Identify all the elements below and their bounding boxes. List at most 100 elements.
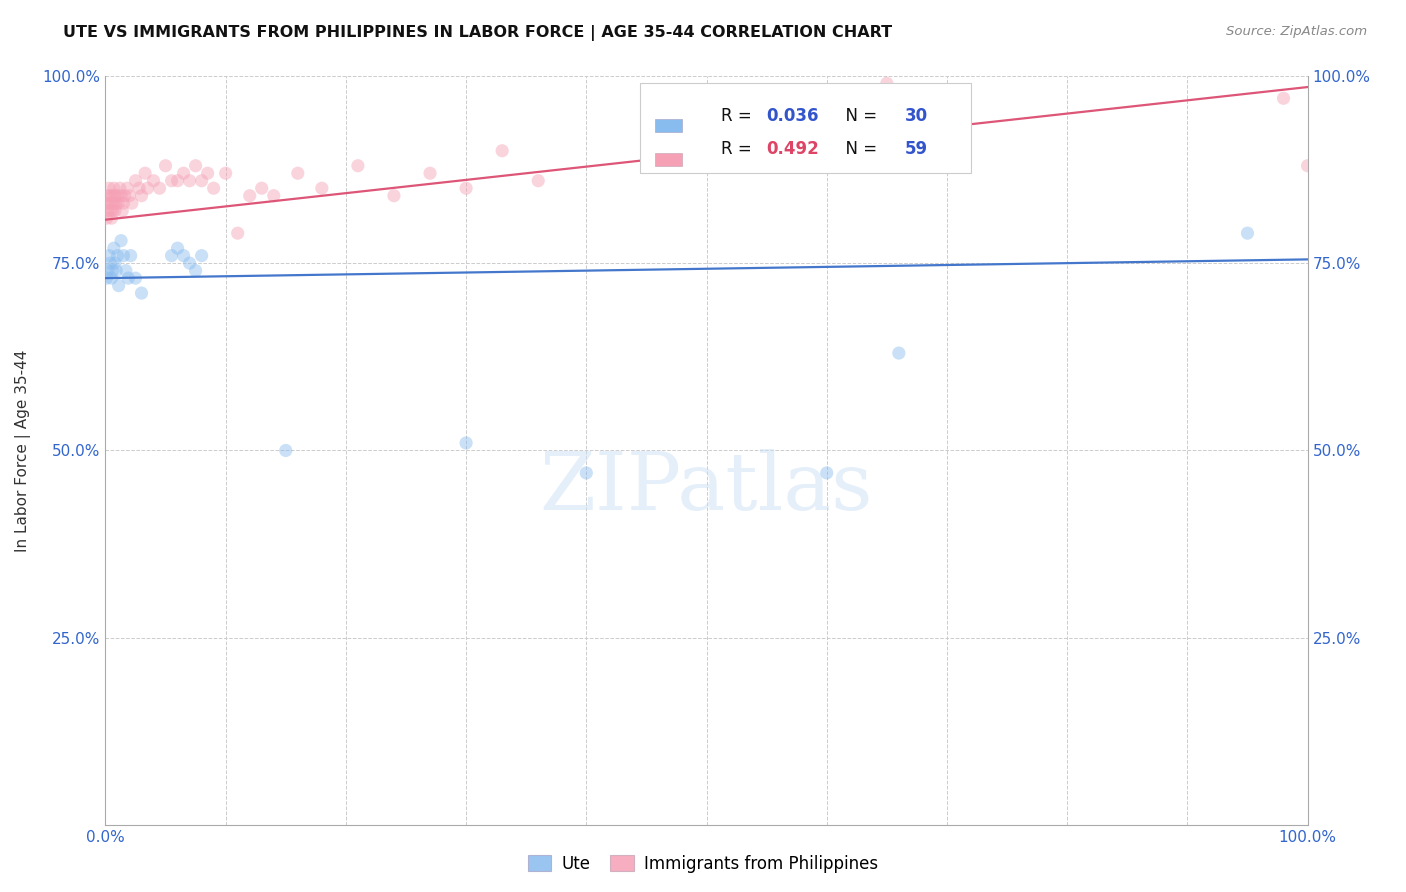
Point bbox=[876, 76, 898, 90]
Text: Source: ZipAtlas.com: Source: ZipAtlas.com bbox=[1226, 25, 1367, 38]
Point bbox=[128, 181, 150, 195]
Text: N =: N = bbox=[835, 140, 883, 158]
Point bbox=[1296, 159, 1319, 173]
Y-axis label: In Labor Force | Age 35-44: In Labor Force | Age 35-44 bbox=[15, 350, 31, 551]
Point bbox=[100, 196, 122, 211]
Point bbox=[419, 166, 441, 180]
Point bbox=[103, 196, 125, 211]
FancyBboxPatch shape bbox=[655, 153, 682, 166]
Text: ZIPatlas: ZIPatlas bbox=[540, 449, 873, 527]
Point bbox=[97, 203, 120, 218]
Point bbox=[1272, 91, 1295, 105]
Point bbox=[108, 181, 131, 195]
Point bbox=[103, 181, 125, 195]
Point bbox=[179, 174, 201, 188]
Point bbox=[98, 203, 121, 218]
Point bbox=[96, 271, 118, 285]
Point bbox=[100, 271, 122, 285]
Point bbox=[148, 181, 170, 195]
Point bbox=[226, 226, 249, 240]
Point bbox=[311, 181, 333, 195]
Point bbox=[112, 196, 135, 211]
Point bbox=[104, 188, 127, 202]
Point bbox=[202, 181, 225, 195]
Point bbox=[118, 188, 141, 202]
Point bbox=[110, 188, 132, 202]
Text: 0.492: 0.492 bbox=[766, 140, 820, 158]
Point bbox=[97, 188, 120, 202]
Legend: Ute, Immigrants from Philippines: Ute, Immigrants from Philippines bbox=[522, 848, 884, 880]
Point bbox=[114, 188, 136, 202]
Text: 0.036: 0.036 bbox=[766, 106, 820, 125]
Point bbox=[97, 263, 120, 277]
Point bbox=[121, 196, 143, 211]
Point bbox=[575, 466, 598, 480]
Point bbox=[456, 436, 478, 450]
Point bbox=[131, 286, 153, 301]
Point bbox=[160, 249, 183, 263]
Point bbox=[142, 174, 165, 188]
Point bbox=[184, 159, 207, 173]
Text: 59: 59 bbox=[905, 140, 928, 158]
Point bbox=[527, 174, 550, 188]
Point bbox=[184, 263, 207, 277]
Point bbox=[96, 196, 118, 211]
Point bbox=[107, 249, 129, 263]
Point bbox=[117, 271, 139, 285]
Point bbox=[263, 188, 285, 202]
Point bbox=[124, 174, 146, 188]
Text: N =: N = bbox=[835, 106, 883, 125]
Point bbox=[100, 211, 122, 226]
Point bbox=[456, 181, 478, 195]
Point bbox=[98, 188, 121, 202]
Point bbox=[197, 166, 219, 180]
Point bbox=[190, 249, 212, 263]
Point bbox=[160, 174, 183, 188]
Point bbox=[115, 263, 138, 277]
Point bbox=[98, 256, 121, 270]
FancyBboxPatch shape bbox=[640, 83, 972, 173]
Point bbox=[107, 188, 129, 202]
Point bbox=[134, 166, 156, 180]
Point bbox=[107, 196, 129, 211]
Point bbox=[98, 249, 121, 263]
Point bbox=[96, 211, 118, 226]
Point bbox=[287, 166, 309, 180]
Point bbox=[101, 263, 124, 277]
Point bbox=[98, 181, 121, 195]
FancyBboxPatch shape bbox=[655, 120, 682, 132]
Point bbox=[214, 166, 236, 180]
Text: UTE VS IMMIGRANTS FROM PHILIPPINES IN LABOR FORCE | AGE 35-44 CORRELATION CHART: UTE VS IMMIGRANTS FROM PHILIPPINES IN LA… bbox=[63, 25, 893, 41]
Point bbox=[104, 256, 127, 270]
Point bbox=[107, 278, 129, 293]
Text: R =: R = bbox=[721, 140, 756, 158]
Text: R =: R = bbox=[721, 106, 756, 125]
Point bbox=[110, 234, 132, 248]
Point bbox=[105, 196, 128, 211]
Text: 30: 30 bbox=[905, 106, 928, 125]
Point bbox=[136, 181, 159, 195]
Point bbox=[166, 174, 188, 188]
Point bbox=[103, 241, 125, 255]
Point bbox=[173, 166, 195, 180]
Point bbox=[179, 256, 201, 270]
Point bbox=[115, 181, 138, 195]
Point bbox=[105, 263, 128, 277]
Point bbox=[1236, 226, 1258, 240]
Point bbox=[887, 346, 910, 360]
Point bbox=[239, 188, 262, 202]
Point bbox=[120, 249, 142, 263]
Point bbox=[166, 241, 188, 255]
Point bbox=[111, 203, 134, 218]
Point bbox=[190, 174, 212, 188]
Point bbox=[274, 443, 297, 458]
Point bbox=[112, 249, 135, 263]
Point bbox=[382, 188, 405, 202]
Point bbox=[131, 188, 153, 202]
Point bbox=[101, 203, 124, 218]
Point bbox=[155, 159, 177, 173]
Point bbox=[101, 188, 124, 202]
Point bbox=[250, 181, 273, 195]
Point bbox=[491, 144, 513, 158]
Point bbox=[173, 249, 195, 263]
